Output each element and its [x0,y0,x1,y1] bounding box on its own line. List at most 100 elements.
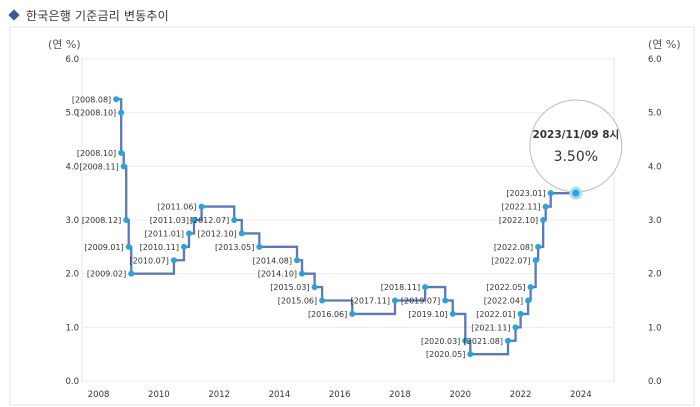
rate-point [422,284,429,291]
grid-lines [81,58,615,382]
rate-point [120,163,127,170]
y-tick-label-left: 2.0 [65,270,79,280]
x-tick-label: 2024 [570,390,592,400]
point-label: [2019.07] [401,297,440,306]
point-label: [2008.10] [77,149,116,158]
point-label: [2022.08] [494,243,533,252]
point-label: [2017.11] [351,297,390,306]
x-tick-label: 2022 [510,390,532,400]
point-label: [2013.05] [215,243,254,252]
y-tick-label-right: 5.0 [648,109,662,119]
rate-point [294,257,301,264]
tooltip-date: 2023/11/09 8시 [532,129,619,141]
x-tick-label: 2012 [208,390,230,400]
chart-title: 한국은행 기준금리 변동추이 [26,8,169,23]
x-tick-label: 2018 [389,390,411,400]
rate-point [517,310,524,317]
point-label: [2022.07] [491,256,530,265]
rate-point [540,217,547,223]
rate-point [527,284,534,291]
rate-point [125,243,132,250]
point-label: [2022.05] [486,283,525,292]
x-tick-label: 2020 [449,390,471,400]
x-tick-label: 2008 [88,390,110,400]
rate-point [180,243,187,250]
rate-point [128,270,135,277]
rate-point [467,351,474,358]
rate-point [462,337,469,344]
rate-point [256,243,263,250]
rate-point [118,109,125,116]
tooltip-value: 3.50% [554,149,598,165]
point-label: [2022.04] [484,297,523,306]
point-label: [2019.10] [408,310,447,319]
y-tick-label-left: 4.0 [65,162,79,172]
rate-point [547,190,554,197]
rate-point [512,324,519,331]
rate-point [186,230,193,237]
y-tick-label-right: 0.0 [648,377,662,387]
point-label: [2008.08] [72,95,111,104]
point-label: [2008.10] [77,109,116,118]
rate-point [319,297,326,304]
point-label: [2021.08] [464,337,503,346]
rate-point [113,96,120,103]
y-tick-label-left: 6.0 [65,55,79,65]
point-label: [2014.10] [258,270,297,279]
y-tick-label-right: 2.0 [648,270,662,280]
rate-point [535,243,542,250]
y-tick-label-right: 6.0 [648,55,662,65]
rate-point [299,270,306,277]
point-labels: [2008.08] [2008.10] [2008.10] [2008.11] [200… [72,95,546,359]
point-label: [2020.05] [426,350,465,359]
point-label: [2011.03] [150,216,189,225]
point-label: [2018.11] [381,283,420,292]
rate-point [170,257,177,264]
tooltip: 2023/11/09 8시 3.50% [529,99,623,200]
highlight-point[interactable] [569,186,583,200]
point-label: [2022.10] [499,216,538,225]
point-label: [2021.11] [471,323,510,332]
y-tick-label-left: 0.0 [65,377,79,387]
left-axis-unit: (연 %) [48,38,81,51]
point-label: [2009.02] [87,270,126,279]
point-label: [2022.01] [476,310,515,319]
chart-header: 한국은행 기준금리 변동추이 [8,6,169,24]
y-tick-label-right: 3.0 [648,216,662,226]
point-label: [2023.01] [506,189,545,198]
point-label: [2016.06] [308,310,347,319]
point-label: [2015.03] [270,283,309,292]
right-axis-unit: (연 %) [648,38,681,51]
point-label: [2009.01] [84,243,123,252]
rate-point [532,257,539,264]
y-tick-label-left: 5.0 [65,109,79,119]
point-label: [2014.08] [253,256,292,265]
point-label: [2022.11] [501,203,540,212]
rate-point [311,284,318,291]
y-tick-label-left: 1.0 [65,323,79,333]
point-label: [2015.06] [278,297,317,306]
rate-point [542,203,549,210]
rate-point [442,297,449,304]
point-label: [2011.06] [157,203,196,212]
rate-point [123,217,130,223]
x-tick-label: 2010 [148,390,170,400]
point-label: [2012.10] [197,229,236,238]
rate-point [191,217,198,223]
y-tick-label-right: 1.0 [648,323,662,333]
x-tick-label: 2014 [269,390,291,400]
rate-point [525,297,532,304]
rate-point [231,217,238,223]
axis-ticks: 0.0 0.0 1.0 1.0 2.0 2.0 3.0 3.0 4.0 4.0 5.0 5.0 6.0 6… [65,55,661,400]
y-tick-label-left: 3.0 [65,216,79,226]
rate-point [349,310,356,317]
point-label: [2012.07] [190,216,229,225]
point-label: [2008.12] [82,216,121,225]
rate-point [391,297,398,304]
rate-point [238,230,245,237]
rate-point [505,337,512,344]
point-label: [2010.07] [130,256,169,265]
rate-point [449,310,456,317]
